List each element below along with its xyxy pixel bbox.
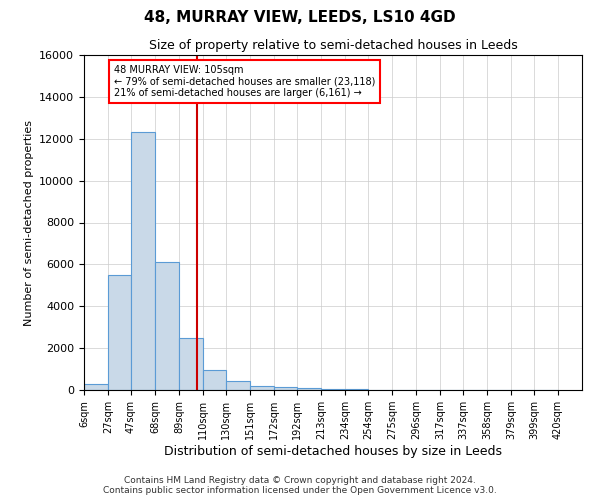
Bar <box>226 380 250 390</box>
Bar <box>274 387 297 390</box>
Bar <box>203 370 226 390</box>
X-axis label: Distribution of semi-detached houses by size in Leeds: Distribution of semi-detached houses by … <box>164 445 502 458</box>
Text: Contains HM Land Registry data © Crown copyright and database right 2024.
Contai: Contains HM Land Registry data © Crown c… <box>103 476 497 495</box>
Bar <box>155 262 179 390</box>
Bar <box>131 132 155 390</box>
Bar <box>179 338 203 390</box>
Title: Size of property relative to semi-detached houses in Leeds: Size of property relative to semi-detach… <box>149 40 517 52</box>
Text: 48, MURRAY VIEW, LEEDS, LS10 4GD: 48, MURRAY VIEW, LEEDS, LS10 4GD <box>144 10 456 25</box>
Bar <box>321 388 345 390</box>
Bar <box>345 389 368 390</box>
Y-axis label: Number of semi-detached properties: Number of semi-detached properties <box>23 120 34 326</box>
Bar <box>84 384 108 390</box>
Bar <box>108 275 131 390</box>
Bar <box>250 386 274 390</box>
Text: 48 MURRAY VIEW: 105sqm
← 79% of semi-detached houses are smaller (23,118)
21% of: 48 MURRAY VIEW: 105sqm ← 79% of semi-det… <box>114 65 375 98</box>
Bar <box>297 388 321 390</box>
